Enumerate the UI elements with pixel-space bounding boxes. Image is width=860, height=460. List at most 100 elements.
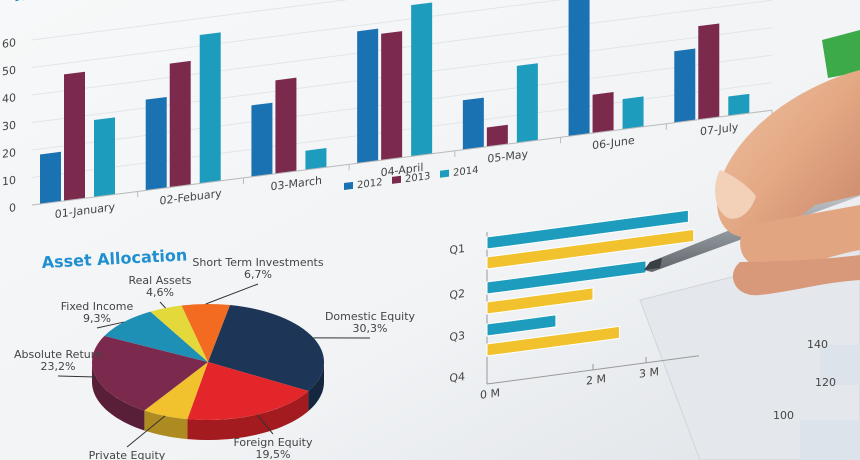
pie-side: [187, 391, 309, 440]
leader-line: [159, 301, 166, 309]
slice-value: 6,7%: [244, 268, 272, 281]
grid-line: [32, 0, 772, 68]
x-axis: [32, 109, 772, 206]
finger: [732, 255, 860, 296]
slice-name: Domestic Equity: [325, 310, 416, 323]
bar: [728, 93, 750, 116]
faint-bar: [820, 345, 860, 385]
y-tick-label: 40: [2, 91, 16, 106]
y-tick-label: Q4: [449, 370, 465, 385]
bar: [674, 48, 696, 123]
y-tick-label: 0: [9, 201, 16, 215]
right-panel: 140 120 100: [773, 338, 836, 422]
bar: [305, 148, 327, 170]
leader-line: [57, 375, 96, 378]
bar: [486, 260, 647, 295]
bar: [698, 23, 720, 120]
bar: [486, 228, 695, 270]
bar: [169, 60, 191, 188]
bar: [462, 97, 484, 150]
pie-slice: [92, 335, 208, 411]
y-tick-label: 10: [2, 174, 16, 189]
bar: [145, 96, 167, 191]
bar: [568, 0, 590, 137]
y-tick-label: Q2: [449, 287, 465, 302]
bar: [622, 96, 644, 130]
pie-slice: [144, 362, 208, 420]
y-tick-label: Q1: [449, 242, 465, 257]
x-tick-label: 06-June: [592, 134, 635, 152]
y-tick-label: 120: [815, 376, 836, 389]
pie-side: [144, 410, 188, 440]
legend-label: 2014: [453, 165, 478, 179]
bar: [357, 28, 379, 164]
bar: [251, 102, 273, 177]
revenue-chart: Revenue010203040506001-January02-Febuary…: [2, 0, 773, 221]
leader-line: [96, 321, 124, 329]
leader-line: [126, 415, 166, 448]
x-tick-label: 05-May: [487, 147, 528, 165]
pie-side: [92, 362, 145, 431]
asset-allocation-chart: Asset Allocation Domestic Equity30,3%For…: [14, 245, 416, 460]
slice-name: Foreign Equity: [233, 436, 312, 449]
x-tick-label: 3 M: [639, 365, 659, 381]
pie-slice: [104, 311, 208, 362]
grid-line: [32, 0, 772, 41]
x-tick-label: 2 M: [586, 372, 606, 388]
slice-name: Short Term Investments: [192, 256, 323, 269]
legend-swatch: [392, 175, 401, 184]
x-tick-label: 04-April: [381, 161, 424, 179]
slice-name: Absolute Return: [14, 348, 102, 361]
slice-value: 30,3%: [353, 322, 388, 335]
x-tick-label: 0 M: [480, 386, 500, 402]
bar: [411, 2, 433, 157]
slice-value: 4,6%: [146, 286, 174, 299]
bar: [486, 124, 508, 147]
green-tile: [822, 30, 860, 78]
faint-bar: [800, 420, 860, 460]
pie-slice: [150, 305, 208, 362]
pie-slice: [181, 304, 230, 362]
bar: [592, 91, 614, 134]
legend-label: 2012: [357, 177, 382, 191]
bar: [486, 287, 594, 315]
bar: [381, 31, 403, 161]
y-tick-label: 50: [2, 64, 16, 79]
bar: [64, 71, 85, 201]
pie-side: [308, 362, 324, 412]
hand-and-pen: [644, 70, 860, 296]
x-tick-label: 07-July: [700, 121, 739, 139]
legend-label: 2013: [405, 171, 430, 185]
leader-line: [205, 283, 259, 305]
bar: [199, 32, 221, 184]
slice-value: 9,3%: [83, 312, 111, 325]
pie-slice: [187, 362, 309, 420]
slice-name: Real Assets: [128, 274, 191, 287]
leader-line: [256, 414, 274, 435]
bar: [275, 77, 297, 174]
slice-value: 19,5%: [256, 448, 291, 460]
bar: [486, 209, 689, 250]
bar: [486, 314, 557, 337]
bar: [40, 151, 61, 204]
finger: [740, 205, 860, 269]
pen-tip: [644, 258, 662, 270]
quarterly-chart: 0 M 2 M 3 M Q1 Q2 Q3 Q4: [449, 209, 699, 402]
y-tick-label: 140: [807, 338, 828, 351]
fingernail: [715, 170, 756, 219]
y-tick-label: 20: [2, 146, 16, 161]
slice-name: Fixed Income: [61, 300, 134, 313]
legend-swatch: [440, 169, 449, 178]
bar: [94, 117, 115, 198]
y-tick-label: 100: [773, 409, 794, 422]
y-tick-label: Q3: [449, 329, 465, 344]
legend-swatch: [344, 181, 353, 191]
y-tick-label: 30: [2, 119, 16, 134]
bar: [486, 325, 620, 357]
pie-slice: [208, 305, 324, 392]
slice-name: Private Equity: [89, 449, 166, 460]
slice-value: 23,2%: [41, 360, 76, 373]
y-tick-label: 60: [2, 36, 16, 51]
